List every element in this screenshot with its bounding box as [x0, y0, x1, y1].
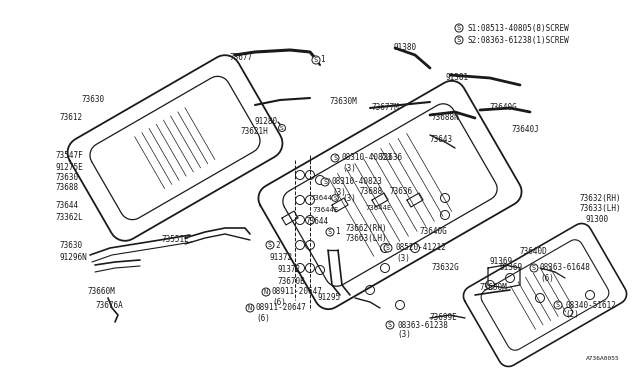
Text: 73636: 73636 — [390, 187, 413, 196]
Text: 2: 2 — [275, 241, 280, 250]
Text: 91369: 91369 — [490, 257, 513, 266]
Text: 73644E: 73644E — [365, 205, 391, 211]
Text: 73662(RH): 73662(RH) — [345, 224, 387, 232]
Text: N: N — [248, 305, 252, 311]
Text: 73676A: 73676A — [96, 301, 124, 310]
Text: 73677M: 73677M — [372, 103, 400, 112]
Text: 73670B: 73670B — [278, 278, 306, 286]
Text: S: S — [268, 242, 272, 248]
Text: 1: 1 — [320, 55, 324, 64]
Text: 73630: 73630 — [60, 241, 83, 250]
Text: S: S — [386, 245, 390, 251]
Text: 73640J: 73640J — [512, 125, 540, 135]
Text: S: S — [333, 155, 337, 161]
Text: (6): (6) — [272, 298, 286, 307]
Text: N: N — [264, 289, 268, 295]
Text: 08911-20647: 08911-20647 — [272, 288, 323, 296]
Text: 91296N: 91296N — [60, 253, 88, 263]
Text: 73688: 73688 — [55, 183, 78, 192]
Text: 73640G: 73640G — [420, 228, 448, 237]
Text: 73699E: 73699E — [430, 314, 458, 323]
Text: (3): (3) — [332, 187, 346, 196]
Text: (3): (3) — [342, 164, 356, 173]
Text: 08520-41212: 08520-41212 — [396, 244, 447, 253]
Text: 73362L: 73362L — [55, 214, 83, 222]
Text: 91372: 91372 — [270, 253, 293, 263]
Text: 73547F: 73547F — [55, 151, 83, 160]
Text: S: S — [333, 196, 337, 201]
Text: S: S — [323, 179, 327, 185]
Text: 73663(LH): 73663(LH) — [345, 234, 387, 243]
Text: (6): (6) — [256, 314, 270, 323]
Text: 73551E: 73551E — [162, 235, 189, 244]
Text: 08340-51612: 08340-51612 — [565, 301, 616, 310]
Text: 1: 1 — [335, 228, 340, 237]
Text: S1:08513-40805(8)SCREW: S1:08513-40805(8)SCREW — [467, 23, 569, 32]
Text: (3): (3) — [397, 330, 411, 340]
Text: 73636: 73636 — [380, 154, 403, 163]
Text: 91381: 91381 — [446, 74, 469, 83]
Text: 91380: 91380 — [393, 44, 416, 52]
Text: 08310-40823: 08310-40823 — [332, 177, 383, 186]
Text: 73640D: 73640D — [520, 247, 548, 257]
Text: 73632G: 73632G — [432, 263, 460, 273]
Text: 73643: 73643 — [430, 135, 453, 144]
Text: S: S — [328, 229, 332, 235]
Text: 73630: 73630 — [55, 173, 78, 183]
Text: (3): (3) — [396, 253, 410, 263]
Text: 91275E: 91275E — [55, 164, 83, 173]
Text: 08363-61238: 08363-61238 — [397, 321, 448, 330]
Text: (2): (2) — [565, 311, 579, 320]
Text: 73630M: 73630M — [480, 283, 508, 292]
Text: 73621H: 73621H — [240, 128, 268, 137]
Text: 91300: 91300 — [586, 215, 609, 224]
Text: 91295: 91295 — [318, 294, 341, 302]
Text: (6): (6) — [540, 273, 554, 282]
Text: 73677: 73677 — [230, 54, 253, 62]
Text: 08310-40823: 08310-40823 — [342, 154, 393, 163]
Text: 73630: 73630 — [82, 96, 105, 105]
Text: 73633(LH): 73633(LH) — [580, 203, 621, 212]
Text: S: S — [457, 25, 461, 31]
Text: 73644: 73644 — [305, 218, 328, 227]
Text: 73660M: 73660M — [88, 288, 116, 296]
Text: 08363-61648: 08363-61648 — [540, 263, 591, 273]
Text: 73688: 73688 — [360, 187, 383, 196]
Text: 91369: 91369 — [500, 263, 523, 273]
Text: 73644: 73644 — [55, 201, 78, 209]
Text: S: S — [314, 57, 318, 63]
Text: (3): (3) — [342, 193, 356, 202]
Text: S: S — [556, 302, 560, 308]
Text: 91280: 91280 — [255, 118, 278, 126]
Text: S2:08363-61238(1)SCREW: S2:08363-61238(1)SCREW — [467, 35, 569, 45]
Text: 08911-20647: 08911-20647 — [256, 304, 307, 312]
Text: 73688N: 73688N — [432, 113, 460, 122]
Text: S: S — [532, 265, 536, 271]
Text: 73640G: 73640G — [490, 103, 518, 112]
Text: 73644E: 73644E — [310, 195, 336, 201]
Text: S: S — [388, 322, 392, 328]
Text: 73630M: 73630M — [330, 97, 358, 106]
Text: A736A0055: A736A0055 — [586, 356, 620, 360]
Text: 73632(RH): 73632(RH) — [580, 193, 621, 202]
Text: 73644E: 73644E — [312, 207, 339, 213]
Text: S: S — [280, 125, 284, 131]
Text: 91372: 91372 — [278, 266, 301, 275]
Text: 73612: 73612 — [60, 113, 83, 122]
Text: S: S — [457, 37, 461, 43]
